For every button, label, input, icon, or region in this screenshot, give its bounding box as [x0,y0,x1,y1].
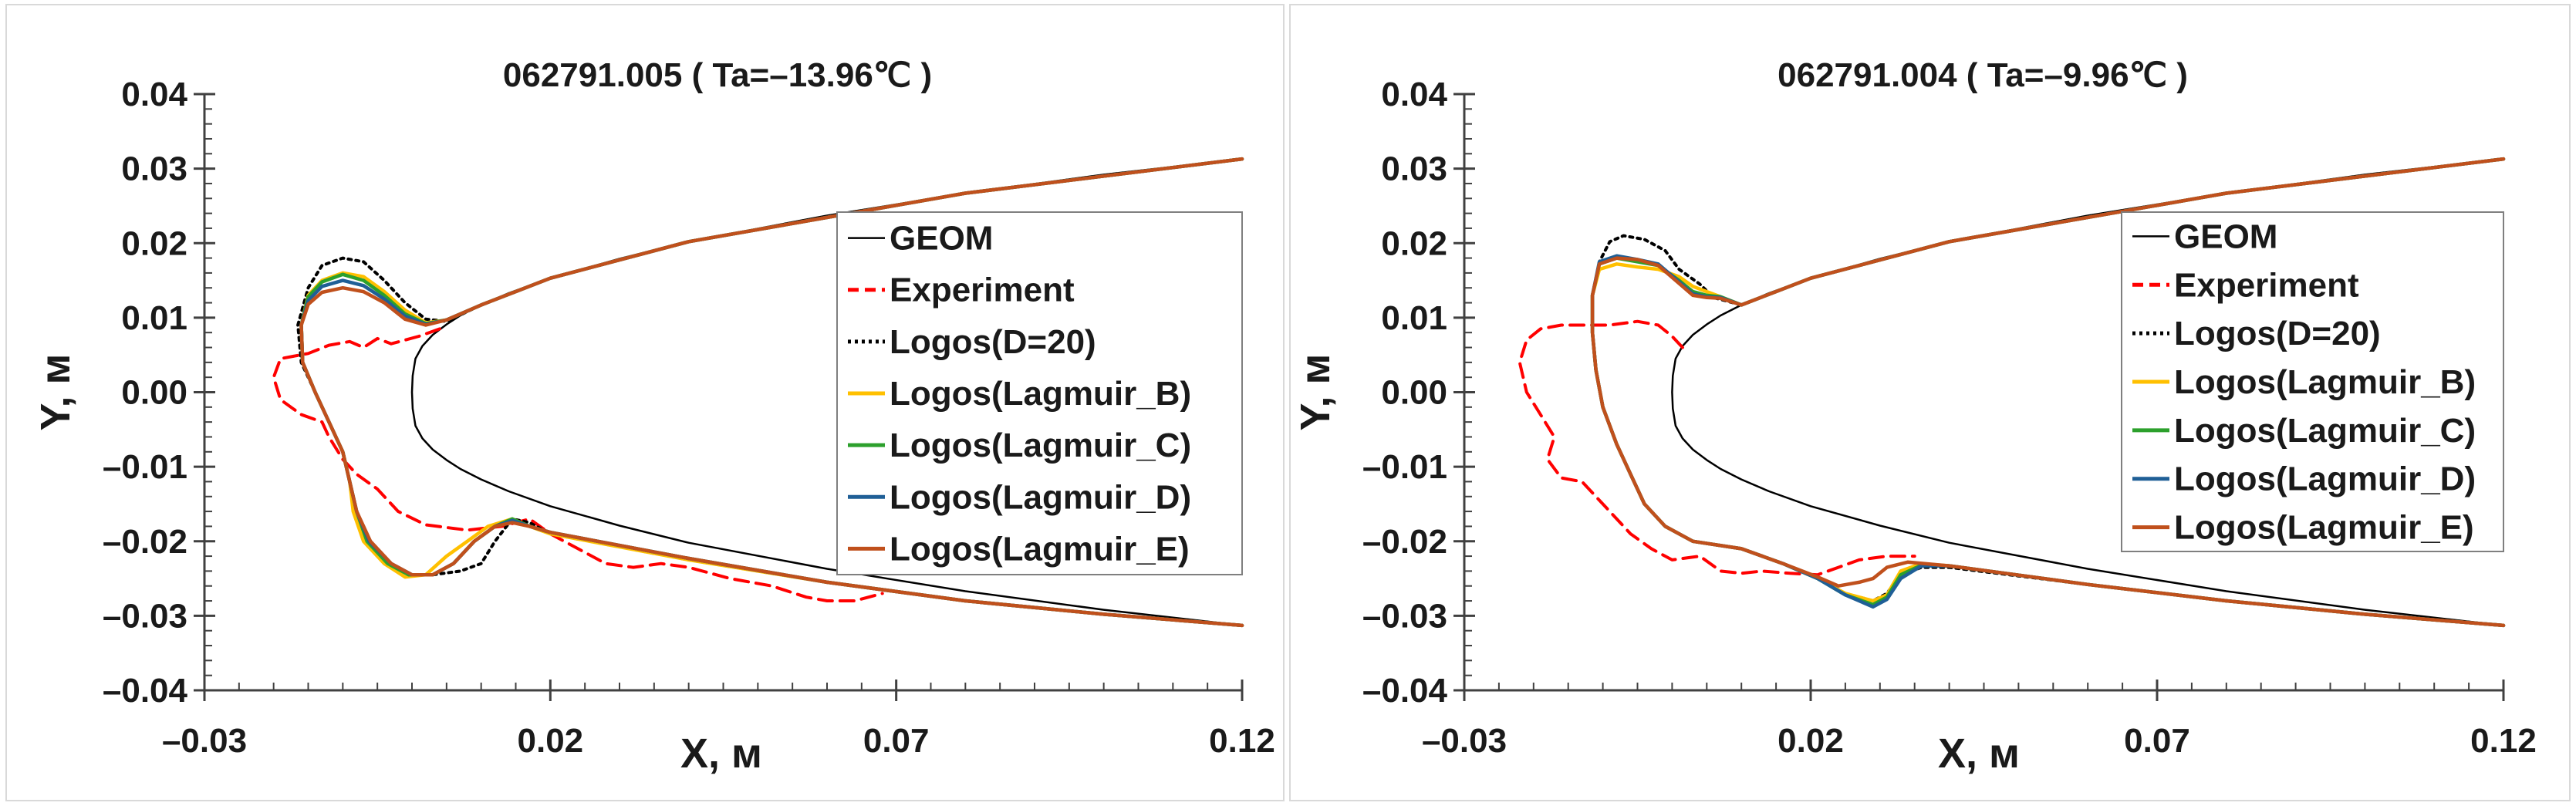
chart-title: 062791.004 ( Ta=–9.96℃ ) [1778,56,2188,94]
y-tick-label: –0.03 [1362,597,1447,635]
y-tick-label: 0.00 [1381,374,1447,412]
legend-box [2121,211,2504,552]
legend-label: Logos(D=20) [2174,315,2381,352]
y-tick-label: –0.01 [103,448,187,486]
legend-label: GEOM [2174,218,2277,255]
x-axis-label: X, м [680,730,762,777]
y-tick-label: 0.03 [1381,150,1447,188]
chart-title: 062791.005 ( Ta=–13.96℃ ) [503,56,932,94]
y-tick-label: 0.04 [121,76,187,113]
legend-box [836,211,1243,575]
x-tick-label: 0.12 [1209,722,1275,760]
legend-label: Logos(D=20) [890,323,1096,361]
chart-panel-left: 0.04 0.03 0.02 0.01 0.00 –0.01 –0.02 –0.03 –0.04… [5,4,1285,801]
y-tick-label: –0.01 [1362,448,1447,486]
series-line-logos-lagmuir-e [299,157,1244,628]
series-line-logos-lagmuir-e [1590,157,2506,628]
y-axis-label: Y, м [1292,354,1339,431]
legend-label: Logos(Lagmuir_D) [890,478,1191,516]
x-tick-label: –0.03 [1422,722,1507,760]
y-axis-label: Y, м [32,354,79,431]
legend-label: Experiment [890,271,1075,309]
legend-label: Logos(Lagmuir_B) [890,375,1191,413]
legend-label: Logos(Lagmuir_E) [890,530,1190,568]
y-tick-label: 0.04 [1381,76,1447,113]
y-tick-label: –0.02 [1362,523,1447,561]
legend-label: Logos(Lagmuir_C) [2174,412,2476,450]
legend-label: Logos(Lagmuir_E) [2174,509,2474,547]
x-tick-label: 0.07 [863,722,930,760]
series-line-experiment [1518,319,1916,577]
y-tick-label: 0.02 [121,224,187,262]
series-line-experiment [272,327,884,602]
legend-label: GEOM [890,220,993,258]
chart-panel-right: 0.04 0.03 0.02 0.01 0.00 –0.01 –0.02 –0.03 –0.04… [1289,4,2571,801]
legend: GEOM Experiment Logos(D=20) Logos(Lagmuir_B… [2121,211,2504,552]
y-tick-label: –0.03 [103,597,187,635]
legend-label: Logos(Lagmuir_D) [2174,460,2476,498]
y-tick-label: 0.00 [121,374,187,412]
x-tick-label: 0.02 [1778,722,1844,760]
y-tick-label: 0.01 [121,299,187,337]
legend-label: Logos(Lagmuir_C) [890,427,1191,464]
x-tick-label: 0.12 [2470,722,2537,760]
x-axis-label: X, м [1938,730,2020,777]
y-tick-label: –0.04 [103,672,188,710]
y-tick-label: –0.04 [1362,672,1448,710]
legend: GEOM Experiment Logos(D=20) Logos(Lagmuir_B… [836,211,1243,575]
y-tick-label: 0.01 [1381,299,1447,337]
x-tick-label: –0.03 [162,722,247,760]
legend-label: Experiment [2174,266,2359,304]
y-tick-label: 0.03 [121,150,187,188]
y-tick-label: 0.02 [1381,224,1447,262]
x-tick-label: 0.07 [2124,722,2190,760]
x-tick-label: 0.02 [518,722,584,760]
legend-label: Logos(Lagmuir_B) [2174,363,2476,401]
y-tick-label: –0.02 [103,523,187,561]
